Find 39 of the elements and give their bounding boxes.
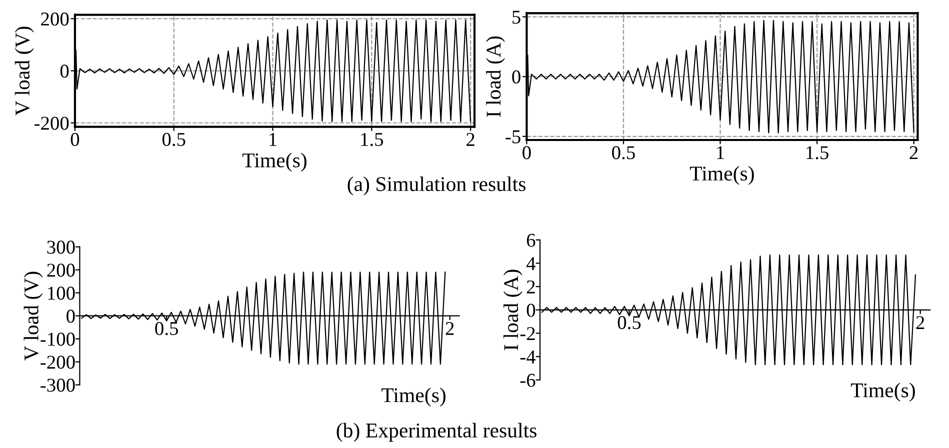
y-tick-label: -5: [506, 130, 520, 144]
y-tick-label: 2: [526, 280, 535, 294]
y-tick-label: -4: [520, 350, 536, 364]
y-tick-label: -300: [40, 378, 75, 392]
y-tick-label: -6: [520, 374, 536, 387]
text: (a) Simulation results: [348, 176, 526, 196]
y-tick-label: 5: [512, 10, 520, 24]
text: (b) Experimental results: [336, 422, 536, 442]
x-tick-label: 0.5: [162, 132, 186, 146]
x-tick-label: 1.5: [361, 132, 384, 146]
x-tick-label: 0.5: [618, 316, 641, 330]
y-tick-label: 4: [526, 257, 536, 270]
x-tick-label: 1: [270, 132, 276, 146]
x-axis-title: Time(s): [850, 382, 915, 402]
y-tick-label: -100: [40, 332, 75, 346]
y-axis-title: I load (A): [486, 36, 505, 117]
y-axis-title: V load (V): [14, 26, 34, 116]
y-tick-label: 200: [47, 264, 75, 277]
y-tick-label: -200: [34, 116, 69, 130]
y-tick-label: 0: [512, 70, 520, 84]
x-tick-label: 2: [910, 146, 918, 160]
y-tick-label: -2: [520, 327, 535, 340]
x-tick-label: 2: [446, 322, 454, 335]
y-tick-label: 100: [48, 286, 75, 300]
x-tick-label: 1.5: [806, 146, 828, 160]
x-axis-title: Time(s): [690, 166, 754, 185]
y-tick-label: 200: [41, 12, 69, 26]
y-tick-label: -200: [40, 356, 75, 369]
x-tick-label: 0.5: [612, 146, 635, 160]
y-tick-label: 300: [47, 240, 75, 254]
x-tick-label: 2: [466, 132, 474, 146]
x-tick-label: 0.5: [155, 322, 178, 336]
y-tick-label: 0: [526, 304, 536, 317]
y-tick-label: 0: [60, 64, 69, 78]
x-axis-title: Time(s): [242, 152, 306, 172]
y-tick-label: 6: [526, 234, 536, 247]
x-tick-label: 1: [717, 146, 724, 160]
x-tick-label: 2: [916, 316, 924, 329]
x-axis-title: Time(s): [382, 388, 446, 406]
